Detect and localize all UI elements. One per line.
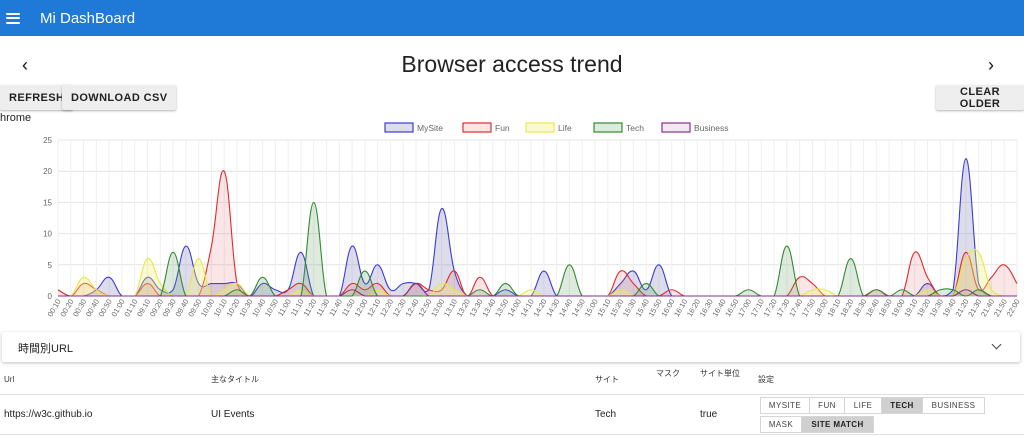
row-url: https://w3c.github.io	[4, 409, 93, 420]
site-toggle-mysite[interactable]: MYSITE	[760, 397, 810, 414]
col-header-title: 主なタイトル	[211, 375, 259, 384]
y-tick-label: 20	[43, 167, 52, 176]
refresh-button[interactable]: REFRESH	[0, 85, 74, 110]
legend-swatch-mysite	[384, 122, 414, 133]
table-header-divider	[0, 394, 1024, 395]
download-csv-button[interactable]: DOWNLOAD CSV	[62, 85, 177, 110]
clear-older-button[interactable]: CLEAR OLDER	[936, 85, 1024, 110]
series-line-business	[58, 282, 1017, 297]
col-header-site: サイト	[595, 375, 619, 384]
hourly-url-accordion[interactable]: 時間別URL	[2, 332, 1020, 362]
site-toggle-fun[interactable]: FUN	[809, 397, 845, 414]
chart-section-label: hrome	[0, 112, 32, 124]
menu-icon[interactable]	[6, 12, 20, 24]
chevron-right-icon[interactable]: ›	[988, 55, 994, 75]
chevron-down-icon[interactable]	[991, 339, 1002, 350]
table-row-divider	[0, 434, 1024, 435]
col-header-mask: マスク	[656, 369, 680, 378]
y-tick-label: 25	[43, 136, 52, 145]
legend-label-business: Business	[694, 123, 729, 133]
row-title: UI Events	[211, 409, 255, 420]
col-header-settings: 設定	[758, 375, 774, 384]
col-header-site-unit: サイト単位	[700, 369, 740, 378]
row-site: Tech	[595, 409, 617, 420]
accordion-title: 時間別URL	[18, 343, 74, 355]
app-bar: Mi DashBoard	[0, 0, 1024, 36]
legend-label-tech: Tech	[626, 123, 644, 133]
legend-swatch-fun	[462, 122, 492, 133]
chart-grid	[57, 139, 1018, 297]
y-tick-label: 5	[48, 261, 53, 270]
row-site-unit: true	[700, 409, 718, 420]
series-area-life	[58, 249, 1017, 296]
app-title: Mi DashBoard	[40, 9, 136, 27]
legend-label-mysite: MySite	[417, 123, 443, 133]
y-tick-label: 10	[43, 230, 52, 239]
chart-legend: MySite Fun Life Tech Business	[384, 122, 729, 133]
series-area-mysite	[58, 158, 1017, 296]
site-toggle-business[interactable]: BUSINESS	[922, 397, 985, 414]
y-tick-label: 0	[48, 292, 53, 301]
browser-trend-chart: MySite Fun Life Tech Business 051015202500:1…	[43, 122, 1022, 319]
site-toggle-life[interactable]: LIFE	[844, 397, 882, 414]
legend-label-fun: Fun	[495, 123, 510, 133]
page-title: Browser access trend	[401, 51, 623, 77]
legend-swatch-tech	[593, 122, 623, 133]
legend-swatch-life	[525, 122, 555, 133]
chevron-left-icon[interactable]: ‹	[22, 55, 28, 75]
series-area-fun	[58, 170, 1017, 296]
match-toggle-site-match[interactable]: SITE MATCH	[801, 416, 874, 433]
col-header-url: Url	[4, 375, 15, 384]
match-toggle-mask[interactable]: MASK	[760, 416, 802, 433]
legend-label-life: Life	[558, 123, 572, 133]
site-toggle-tech[interactable]: TECH	[881, 397, 923, 414]
y-tick-label: 15	[43, 198, 52, 207]
legend-swatch-business	[661, 122, 691, 133]
chart-series	[57, 158, 1018, 297]
x-tick-label: 22:00	[1005, 298, 1022, 319]
